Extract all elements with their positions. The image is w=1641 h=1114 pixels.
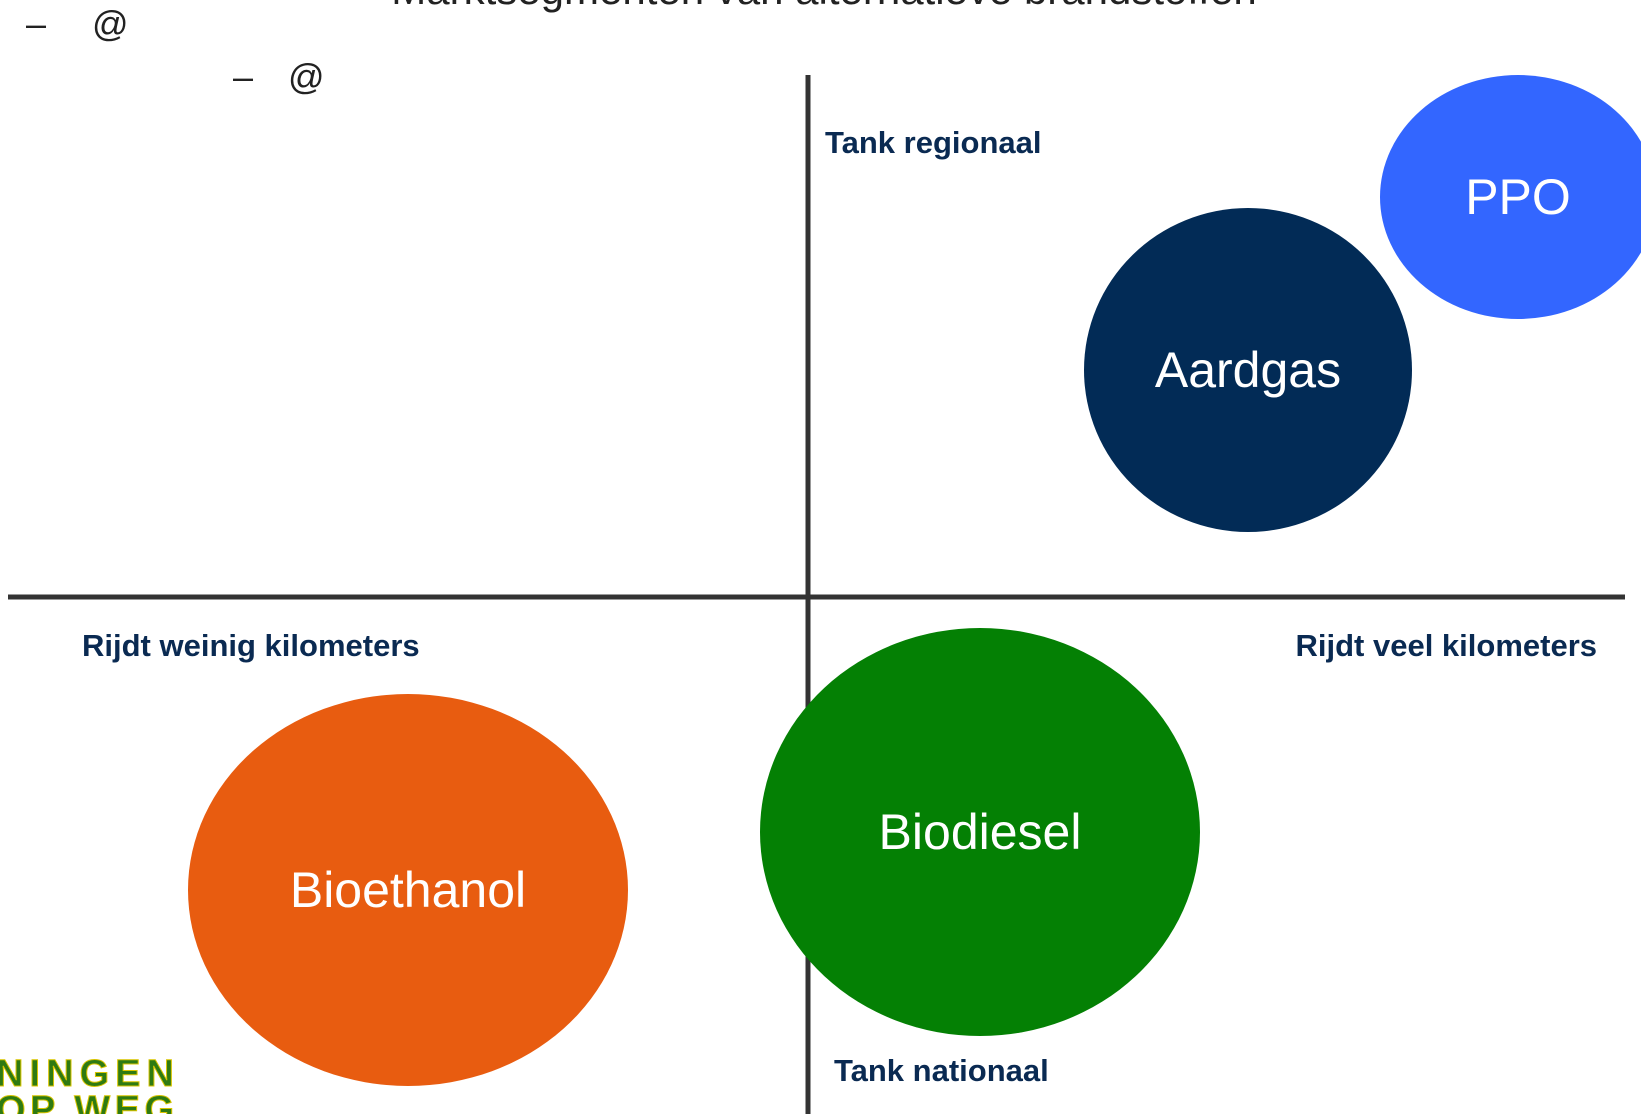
bullet-text: @ [288,56,325,97]
segment-label: Biodiesel [879,804,1082,860]
axis-label: Tank regionaal [825,125,1042,160]
segment-ellipse [760,628,1200,1036]
bullet-text: @ [92,3,129,44]
bullet-dash: – [26,3,46,44]
segment-label: PPO [1465,169,1571,225]
segment-label: Aardgas [1155,342,1341,398]
axis-label: Tank nationaal [834,1053,1049,1088]
logo-text: OP WEG [0,1089,174,1114]
axis-label: Rijdt weinig kilometers [82,628,420,663]
bullet-dash: – [233,56,253,97]
axis-label: Rijdt veel kilometers [1295,628,1597,663]
segment-label: Bioethanol [290,862,526,918]
title: Marktsegmenten van alternatieve brandsto… [391,0,1256,13]
segment-ellipse [188,694,628,1086]
segment-ellipse [1380,75,1641,319]
segment-ellipse [1084,208,1412,532]
